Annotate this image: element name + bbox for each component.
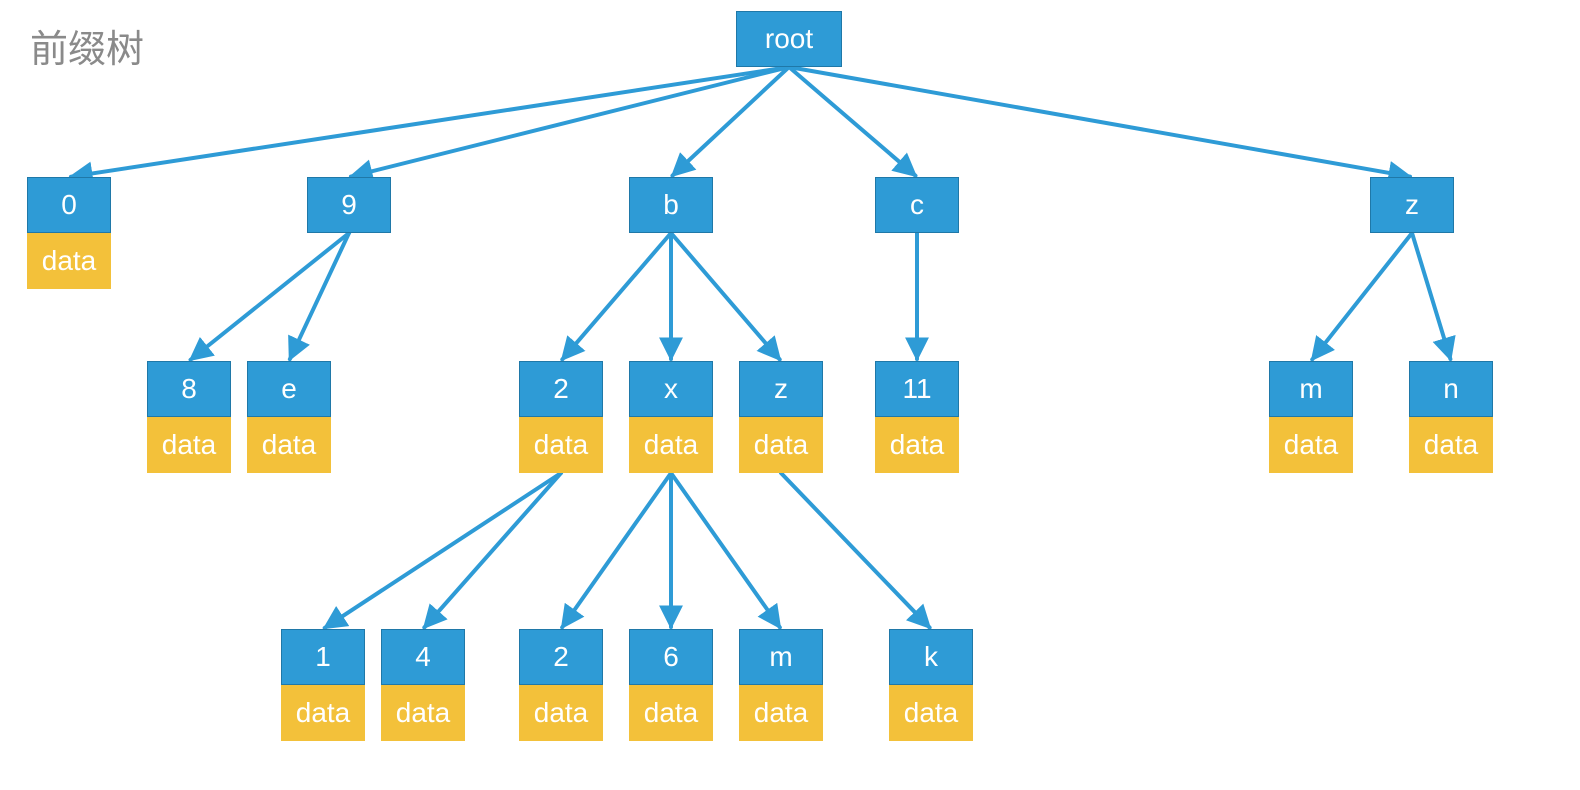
trie-node-data-n1: data bbox=[281, 685, 365, 741]
trie-node-n9: 9 bbox=[307, 177, 391, 233]
trie-node-nz: z bbox=[1370, 177, 1454, 233]
trie-node-data-nzm: data bbox=[1269, 417, 1353, 473]
trie-node-data-n11: data bbox=[875, 417, 959, 473]
edge-n9-n8 bbox=[191, 233, 349, 360]
trie-node-nx2: 2 bbox=[519, 629, 603, 685]
edge-root-nc bbox=[789, 67, 915, 176]
trie-node-data-nx2: data bbox=[519, 685, 603, 741]
trie-node-nbx: x bbox=[629, 361, 713, 417]
trie-node-data-ne: data bbox=[247, 417, 331, 473]
trie-node-nxm: m bbox=[739, 629, 823, 685]
trie-node-data-nx6: data bbox=[629, 685, 713, 741]
trie-node-data-nb2: data bbox=[519, 417, 603, 473]
diagram-title: 前缀树 bbox=[30, 18, 144, 73]
trie-node-nx6: 6 bbox=[629, 629, 713, 685]
edge-root-nz bbox=[789, 67, 1410, 177]
trie-node-data-nxm: data bbox=[739, 685, 823, 741]
trie-node-data-nbx: data bbox=[629, 417, 713, 473]
trie-node-data-n4: data bbox=[381, 685, 465, 741]
trie-node-ne: e bbox=[247, 361, 331, 417]
trie-node-n11: 11 bbox=[875, 361, 959, 417]
edge-nz-nzm bbox=[1312, 233, 1412, 359]
edge-root-n9 bbox=[351, 67, 789, 177]
edge-n9-ne bbox=[290, 233, 349, 359]
edge-root-n0 bbox=[71, 67, 789, 177]
trie-node-nb: b bbox=[629, 177, 713, 233]
trie-node-nb2: 2 bbox=[519, 361, 603, 417]
edge-root-nb bbox=[672, 67, 789, 176]
edge-nb-nbz bbox=[671, 233, 780, 359]
trie-node-root: root bbox=[736, 11, 842, 67]
trie-node-n1: 1 bbox=[281, 629, 365, 685]
trie-node-data-n0: data bbox=[27, 233, 111, 289]
trie-node-nzm: m bbox=[1269, 361, 1353, 417]
trie-node-data-nbz: data bbox=[739, 417, 823, 473]
trie-node-n4: 4 bbox=[381, 629, 465, 685]
trie-node-data-n8: data bbox=[147, 417, 231, 473]
trie-node-nzk: k bbox=[889, 629, 973, 685]
edge-nb-nb2 bbox=[562, 233, 671, 359]
edge-nbx-nx2 bbox=[562, 473, 671, 627]
edge-nb2-n1 bbox=[325, 473, 561, 628]
trie-node-nbz: z bbox=[739, 361, 823, 417]
trie-node-nc: c bbox=[875, 177, 959, 233]
trie-node-n8: 8 bbox=[147, 361, 231, 417]
trie-node-n0: 0 bbox=[27, 177, 111, 233]
trie-node-data-nzn: data bbox=[1409, 417, 1493, 473]
edge-nb2-n4 bbox=[424, 473, 561, 628]
edge-nbx-nxm bbox=[671, 473, 780, 627]
trie-node-nzn: n bbox=[1409, 361, 1493, 417]
edge-nbz-nzk bbox=[781, 473, 930, 628]
trie-node-data-nzk: data bbox=[889, 685, 973, 741]
edge-nz-nzn bbox=[1412, 233, 1450, 359]
